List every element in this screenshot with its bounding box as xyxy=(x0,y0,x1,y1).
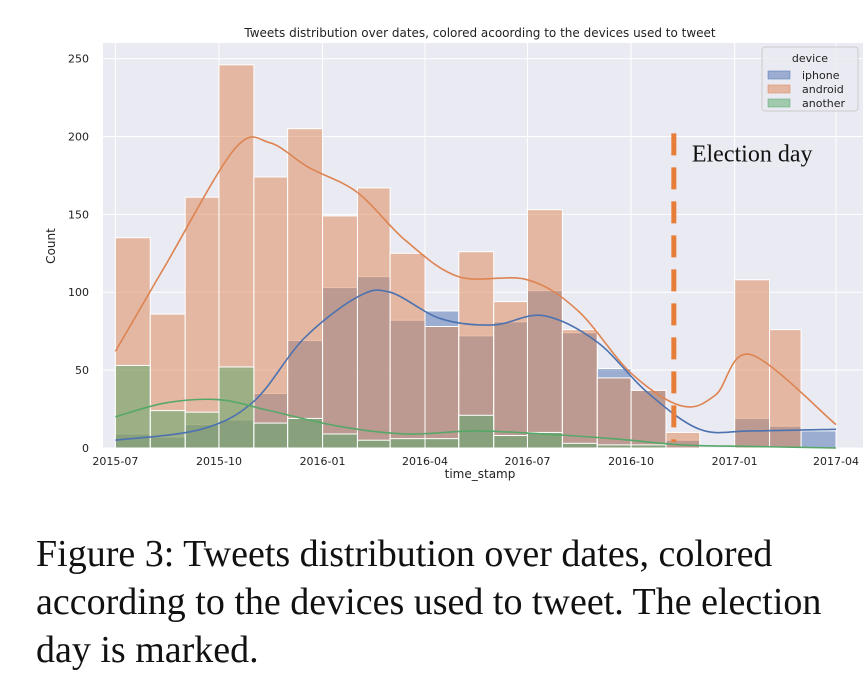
chart-title: Tweets distribution over dates, colored … xyxy=(243,26,716,40)
figure-caption: Figure 3: Tweets distribution over dates… xyxy=(36,533,822,671)
another-bar-9 xyxy=(424,438,460,449)
iphone-bar-20 xyxy=(800,430,837,449)
x-tick-label-5: 2016-10 xyxy=(608,455,654,468)
another-bar-5 xyxy=(287,417,324,449)
legend-swatch-android xyxy=(767,84,791,94)
another-bar-8 xyxy=(389,438,426,449)
y-tick-label-3: 150 xyxy=(68,208,89,221)
legend-label-another: another xyxy=(802,97,845,110)
another-bar-6 xyxy=(322,433,358,449)
android-bar-15 xyxy=(630,389,667,449)
another-bar-15 xyxy=(630,444,667,449)
legend-box xyxy=(761,46,859,112)
android-bar-13 xyxy=(561,329,598,449)
android-bar-5 xyxy=(287,128,324,449)
y-tick-label-5: 250 xyxy=(68,53,89,66)
y-tick-label-1: 50 xyxy=(75,364,89,377)
x-tick-label-0: 2015-07 xyxy=(92,455,138,468)
another-kde-line xyxy=(115,398,837,449)
axes: 2015-07 2015-10 2016-01 2016-04 2016-07 2016-… xyxy=(68,53,859,468)
another-bar-12 xyxy=(526,431,563,449)
tweets-histogram: Tweets distribution over dates, colored … xyxy=(44,26,863,481)
legend-label-iphone: iphone xyxy=(802,69,840,82)
android-bar-8 xyxy=(389,252,426,449)
another-bar-13 xyxy=(561,442,598,449)
another-bar-1 xyxy=(149,410,186,449)
another-bar-14 xyxy=(596,444,632,449)
y-axis-label: Count xyxy=(44,228,58,264)
android-bar-14 xyxy=(596,377,632,449)
another-bar-0 xyxy=(114,364,151,449)
another-bar-2 xyxy=(184,411,220,449)
another-bar-11 xyxy=(493,435,528,449)
election-annotation: Election day xyxy=(671,133,813,442)
y-tick-label-4: 200 xyxy=(68,130,89,143)
election-day-label: Election day xyxy=(692,141,813,167)
x-axis-label: time_stamp xyxy=(445,467,516,481)
legend-label-android: android xyxy=(802,83,844,96)
android-bar-6 xyxy=(322,215,358,449)
kde-curves xyxy=(114,136,837,449)
android-kde-line xyxy=(114,136,837,426)
android-bar-9 xyxy=(424,326,460,449)
x-tick-label-4: 2016-07 xyxy=(504,455,550,468)
android-bar-18 xyxy=(734,279,771,449)
legend-swatch-iphone xyxy=(767,70,791,80)
legend-title: device xyxy=(792,52,828,65)
android-bar-12 xyxy=(526,209,563,449)
x-tick-label-3: 2016-04 xyxy=(402,455,448,468)
x-tick-label-2: 2016-01 xyxy=(300,455,346,468)
android-bar-7 xyxy=(356,187,391,449)
android-bar-4 xyxy=(253,176,289,449)
x-tick-label-7: 2017-04 xyxy=(813,455,859,468)
legend-swatch-another xyxy=(767,98,791,108)
y-tick-label-0: 0 xyxy=(82,442,89,455)
android-bar-19 xyxy=(769,329,802,449)
x-tick-label-6: 2017-01 xyxy=(712,455,758,468)
y-tick-label-2: 100 xyxy=(68,286,89,299)
android-bar-11 xyxy=(493,301,528,449)
another-bar-4 xyxy=(253,422,289,449)
iphone-kde-line xyxy=(115,289,837,441)
x-tick-label-1: 2015-10 xyxy=(196,455,242,468)
another-bar-3 xyxy=(218,366,255,449)
android-bar-2 xyxy=(184,196,220,449)
histogram-bars xyxy=(114,64,837,449)
another-bar-7 xyxy=(356,439,391,449)
